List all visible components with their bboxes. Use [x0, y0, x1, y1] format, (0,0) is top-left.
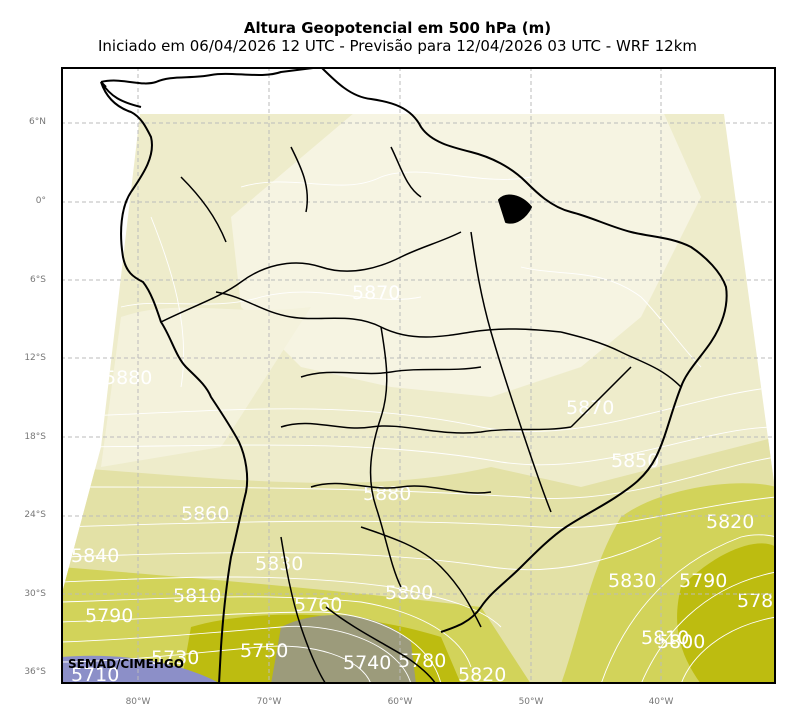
contour-label: 5840 — [71, 545, 119, 567]
credit-label: SEMAD/CIMEHGO — [68, 657, 184, 671]
contour-label: 5800 — [657, 631, 705, 653]
contour-label: 5810 — [173, 585, 221, 607]
lon-tick: 80°W — [125, 697, 151, 707]
contour-label: 5750 — [240, 640, 288, 662]
geopotential-field: 5870 5880 5870 5850 5880 5860 5820 5840 … — [61, 114, 776, 684]
lon-tick: 50°W — [518, 697, 544, 707]
map-title: Altura Geopotencial em 500 hPa (m) — [243, 19, 552, 37]
contour-label: 5780 — [398, 650, 446, 672]
field-high-center — [231, 114, 701, 397]
contour-label: 5830 — [608, 570, 656, 592]
lat-tick: 0° — [35, 196, 46, 206]
map-frame — [61, 67, 776, 684]
map-subtitle: Iniciado em 06/04/2026 12 UTC - Previsão… — [97, 37, 698, 55]
lat-tick: 12°S — [24, 353, 46, 363]
contour-label: 5710 — [71, 664, 119, 684]
contour-label: 5880 — [363, 483, 411, 505]
map-panel: 5870 5880 5870 5850 5880 5860 5820 5840 … — [61, 67, 776, 684]
lon-tick: 70°W — [256, 697, 282, 707]
contour-label: 5830 — [255, 553, 303, 575]
contour-label: 5860 — [181, 503, 229, 525]
contour-label: 5810 — [641, 627, 689, 649]
lat-tick: 6°N — [29, 117, 46, 127]
contour-lines — [61, 171, 776, 684]
contour-label: 578 — [737, 590, 773, 612]
contour-label: 5760 — [294, 594, 342, 616]
state-borders — [160, 146, 682, 684]
coastline — [100, 67, 728, 684]
lat-tick: 30°S — [24, 589, 46, 599]
field-lowest — [61, 655, 221, 684]
contour-label: 5870 — [352, 282, 400, 304]
contour-label: 5820 — [458, 664, 506, 684]
lon-tick: 60°W — [387, 697, 413, 707]
contour-label: 5730 — [151, 647, 199, 669]
contour-label: 5850 — [611, 450, 659, 472]
contour-label: 5880 — [104, 367, 152, 389]
lat-tick: 36°S — [24, 667, 46, 677]
contour-label: 5790 — [85, 605, 133, 627]
contour-label: 5800 — [385, 582, 433, 604]
contour-label: 5740 — [343, 652, 391, 674]
lat-tick: 18°S — [24, 432, 46, 442]
field-trough — [271, 615, 416, 684]
lat-tick: 24°S — [24, 510, 46, 520]
lat-tick: 6°S — [30, 275, 46, 285]
lon-tick: 40°W — [648, 697, 674, 707]
contour-label: 5820 — [706, 511, 754, 533]
contour-label: 5790 — [679, 570, 727, 592]
